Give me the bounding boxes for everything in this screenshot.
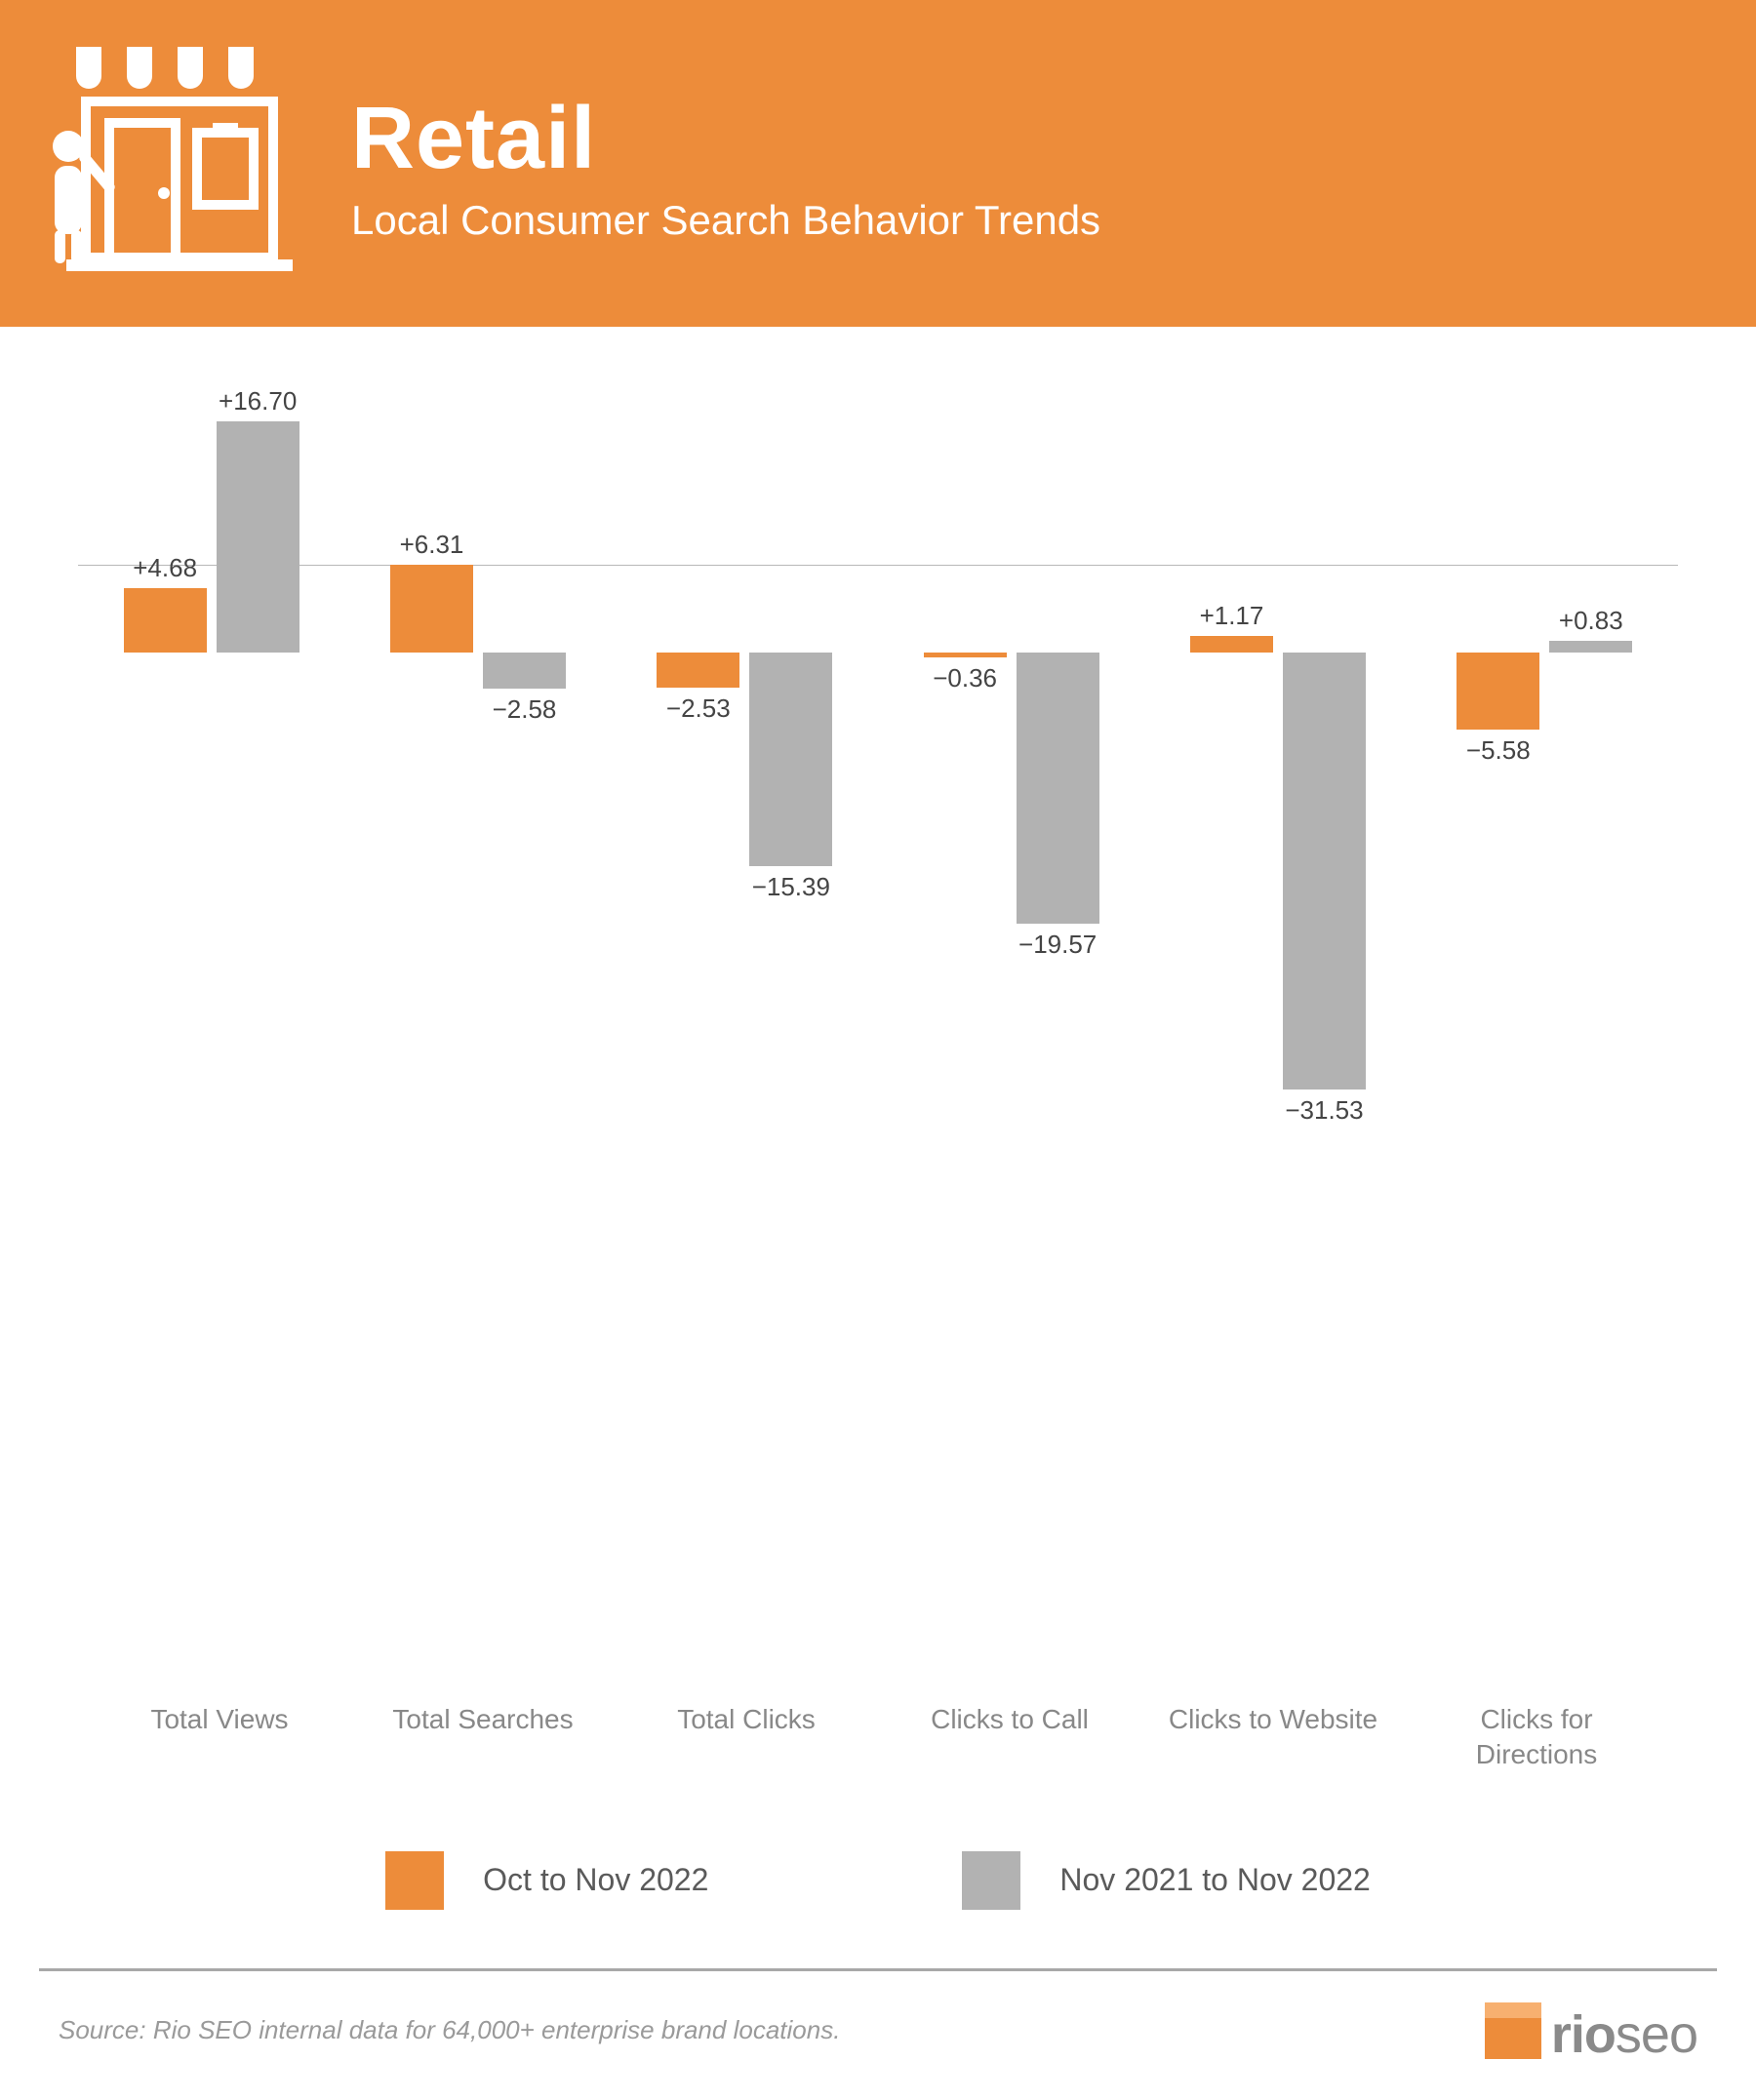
- bar: [1017, 653, 1099, 924]
- bar: [749, 653, 832, 866]
- bar-group: −0.36−19.57: [878, 415, 1144, 1156]
- bar-value-label: +6.31: [353, 530, 509, 560]
- legend-swatch: [385, 1851, 444, 1910]
- bar-group: +1.17 −31.53: [1144, 415, 1411, 1156]
- bar: [1190, 636, 1273, 653]
- logo-text: rioseo: [1551, 2008, 1697, 2061]
- legend-label: Nov 2021 to Nov 2022: [1059, 1862, 1370, 1898]
- legend-swatch: [962, 1851, 1020, 1910]
- bar-value-label: +16.70: [180, 386, 336, 416]
- bar-chart: +4.68+16.70 +6.31 −2.58 −2.53−15.39−0.36−19…: [78, 415, 1678, 1156]
- bar-group: −5.58 +0.83: [1412, 415, 1678, 1156]
- category-label: Total Views: [88, 1702, 351, 1773]
- page: Retail Local Consumer Search Behavior Tr…: [0, 0, 1756, 1756]
- bar-value-label: −15.39: [713, 872, 869, 902]
- bar: [1283, 653, 1366, 1090]
- category-label: Total Searches: [351, 1702, 615, 1773]
- bar-value-label: −2.58: [446, 694, 602, 725]
- category-label: Clicks to Call: [878, 1702, 1141, 1773]
- bar: [924, 653, 1007, 657]
- chart-area: +4.68+16.70 +6.31 −2.58 −2.53−15.39−0.36−19…: [0, 327, 1756, 1910]
- bar-group: +6.31 −2.58: [344, 415, 611, 1156]
- bar-group: +4.68+16.70: [78, 415, 344, 1156]
- bar: [1457, 653, 1539, 730]
- bar-value-label: +1.17: [1153, 601, 1309, 631]
- chart-legend: Oct to Nov 2022 Nov 2021 to Nov 2022: [78, 1851, 1678, 1910]
- source-text: Source: Rio SEO internal data for 64,000…: [59, 2015, 840, 2045]
- footer: Source: Rio SEO internal data for 64,000…: [39, 1968, 1717, 2100]
- category-label: Clicks forDirections: [1405, 1702, 1668, 1773]
- legend-item: Nov 2021 to Nov 2022: [962, 1851, 1370, 1910]
- page-subtitle: Local Consumer Search Behavior Trends: [351, 197, 1100, 244]
- header-text: Retail Local Consumer Search Behavior Tr…: [351, 89, 1100, 244]
- bar: [390, 565, 473, 653]
- category-labels: Total ViewsTotal SearchesTotal ClicksCli…: [78, 1702, 1678, 1773]
- bar-group: −2.53−15.39: [612, 415, 878, 1156]
- bar: [217, 421, 299, 653]
- category-label: Clicks to Website: [1141, 1702, 1405, 1773]
- legend-item: Oct to Nov 2022: [385, 1851, 708, 1910]
- legend-label: Oct to Nov 2022: [483, 1862, 708, 1898]
- bar-value-label: +0.83: [1513, 606, 1669, 636]
- logo-icon: [1483, 2001, 1543, 2061]
- bar: [124, 588, 207, 653]
- bar-value-label: −19.57: [979, 930, 1136, 960]
- header: Retail Local Consumer Search Behavior Tr…: [0, 0, 1756, 327]
- bar-value-label: −5.58: [1420, 735, 1576, 766]
- category-label: Total Clicks: [615, 1702, 878, 1773]
- bar: [657, 653, 739, 688]
- brand-logo: rioseo: [1483, 2001, 1697, 2061]
- bar: [483, 653, 566, 689]
- bar-value-label: −31.53: [1246, 1095, 1402, 1126]
- storefront-icon: [49, 39, 302, 293]
- bar: [1549, 641, 1632, 653]
- page-title: Retail: [351, 89, 1100, 189]
